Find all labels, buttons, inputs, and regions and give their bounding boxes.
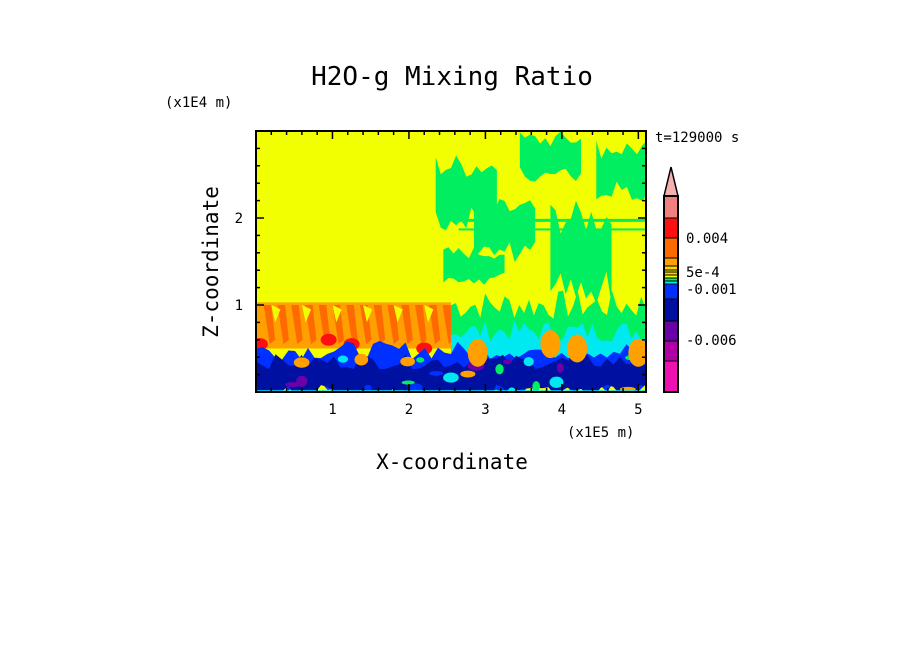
- contour-region: [296, 375, 308, 387]
- contour-region: [346, 305, 358, 345]
- contour-region: [458, 218, 646, 222]
- colorbar: 0.004 5e-4-0.001 -0.006: [663, 166, 737, 393]
- colorbar-segment: [663, 360, 679, 393]
- colorbar-segment: [663, 298, 679, 322]
- contour-region: [443, 247, 505, 285]
- contour-region: [337, 355, 349, 363]
- contour-region: [467, 338, 488, 367]
- y-tick-label: 2: [235, 211, 243, 227]
- colorbar-extend-arrow: [663, 166, 679, 197]
- contour-region: [373, 305, 386, 345]
- contour-region: [363, 305, 373, 323]
- colorbar-segment: [663, 340, 679, 362]
- contour-region: [540, 330, 561, 359]
- contour-region: [400, 356, 415, 367]
- x-scale-label: (x1E5 m): [567, 425, 634, 441]
- x-tick-label: 2: [405, 402, 413, 418]
- contour-region: [435, 155, 497, 231]
- contour-region: [424, 305, 434, 323]
- colorbar-segment: [663, 257, 679, 267]
- time-label: t=129000 s: [655, 130, 739, 146]
- x-tick-label: 4: [558, 402, 566, 418]
- contour-region: [291, 305, 303, 345]
- colorbar-label: -0.001: [686, 282, 737, 298]
- contour-region: [458, 228, 646, 231]
- contour-region: [301, 305, 312, 323]
- contour-region: [409, 383, 423, 392]
- contour-region: [550, 200, 612, 305]
- colorbar-label: 5e-4: [686, 265, 720, 281]
- x-tick-label: 3: [481, 402, 489, 418]
- x-axis-label: X-coordinate: [376, 450, 528, 474]
- contour-region: [320, 333, 337, 346]
- axis-ticks: [256, 131, 646, 392]
- plot-frame: [255, 130, 647, 393]
- contour-region: [277, 305, 289, 345]
- contour-region: [416, 342, 433, 355]
- contour-region: [519, 131, 581, 182]
- colorbar-segment: [663, 320, 679, 342]
- contour-region: [293, 357, 310, 368]
- colorbar-segment: [663, 217, 679, 239]
- contour-region: [567, 334, 588, 363]
- contour-region: [443, 372, 459, 383]
- contour-region: [416, 357, 425, 363]
- y-tick-label: 1: [235, 298, 243, 314]
- contour-region: [393, 305, 403, 323]
- colorbar-segment: [663, 237, 679, 259]
- contour-region: [495, 364, 504, 375]
- contour-region: [401, 380, 415, 385]
- contour-region: [628, 338, 646, 367]
- contour-region: [332, 305, 342, 323]
- contour-region: [532, 381, 540, 392]
- contour-region: [556, 362, 564, 373]
- x-tick-label: 1: [328, 402, 336, 418]
- contour-region: [523, 357, 534, 367]
- contour-region: [428, 305, 441, 345]
- contour-region: [460, 370, 476, 378]
- colorbar-label: 0.004: [686, 231, 728, 247]
- colorbar-segment: [663, 195, 679, 219]
- y-axis-label: Z-coordinate: [199, 186, 223, 338]
- colorbar-segment: [663, 283, 679, 300]
- contour-region: [354, 353, 369, 366]
- contour-region: [364, 384, 372, 391]
- contour-region: [263, 305, 276, 345]
- colorbar-frame: [663, 195, 679, 393]
- contour-region: [503, 359, 512, 365]
- chart-title: H2O-g Mixing Ratio: [311, 62, 593, 92]
- contour-region: [549, 376, 564, 388]
- y-scale-label: (x1E4 m): [165, 95, 232, 111]
- contour-region: [401, 305, 413, 345]
- contour-region: [415, 305, 427, 345]
- contour-region: [271, 305, 281, 323]
- colorbar-label: -0.006: [686, 333, 737, 349]
- x-tick-label: 5: [634, 402, 642, 418]
- contour-region: [619, 386, 636, 392]
- contour-region: [256, 338, 268, 351]
- contour-field: [256, 131, 646, 392]
- contour-region: [596, 140, 646, 201]
- contour-region: [429, 370, 444, 376]
- colorbar-segment: [663, 265, 679, 271]
